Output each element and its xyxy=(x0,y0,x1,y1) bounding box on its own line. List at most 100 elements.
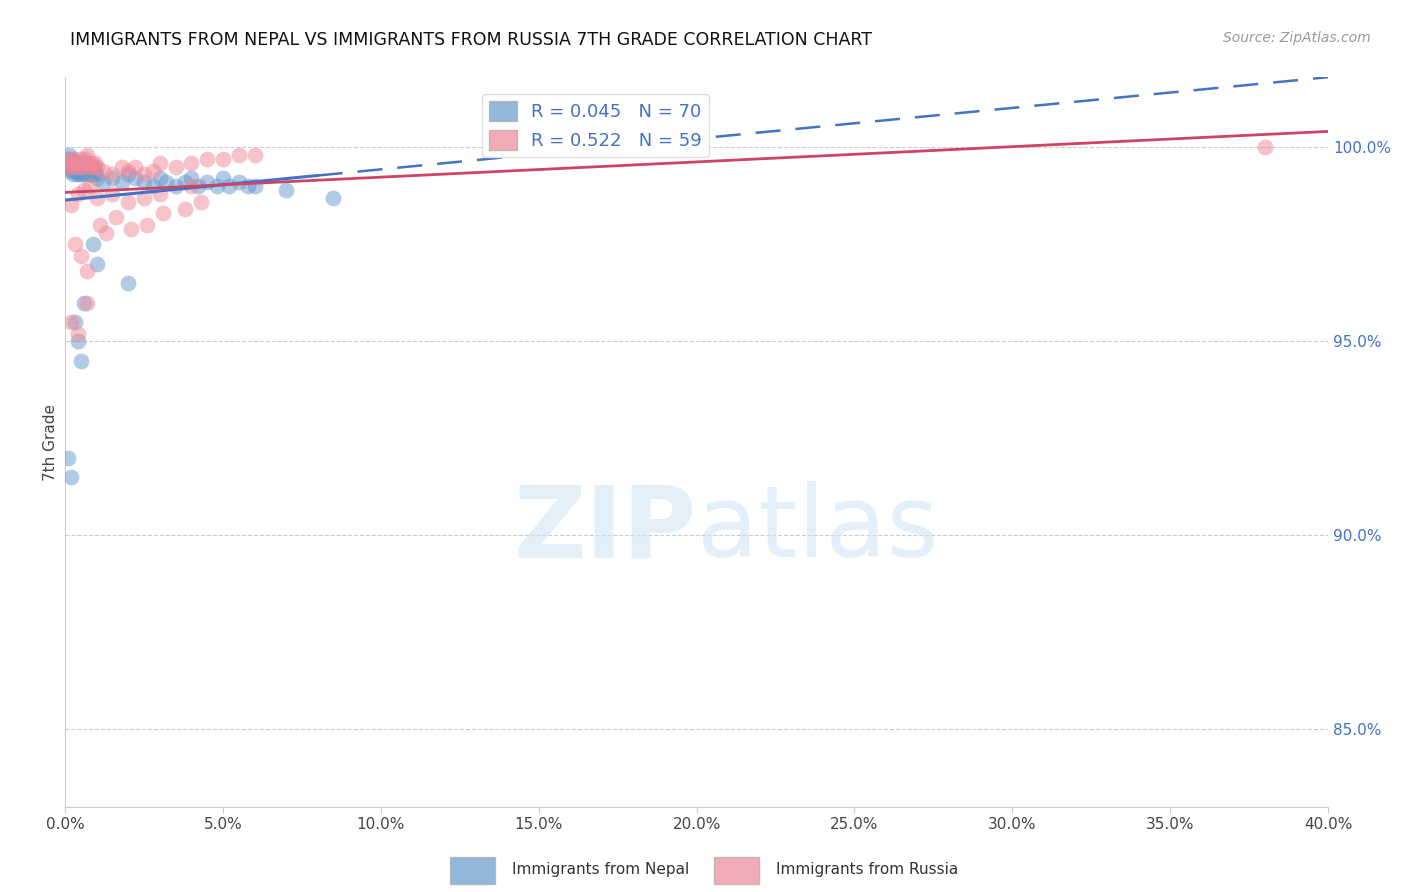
Point xyxy=(101,171,124,186)
Point xyxy=(72,160,94,174)
Point xyxy=(60,156,83,170)
Point xyxy=(67,156,90,170)
Point xyxy=(70,160,93,174)
Point xyxy=(84,163,107,178)
Point xyxy=(86,171,108,186)
Point xyxy=(55,160,77,174)
Y-axis label: 7th Grade: 7th Grade xyxy=(44,404,58,481)
Point xyxy=(212,152,235,166)
Point xyxy=(243,148,266,162)
Point xyxy=(228,175,250,189)
Point xyxy=(72,160,94,174)
Point xyxy=(76,148,98,162)
Point xyxy=(63,156,86,170)
Point xyxy=(66,168,89,182)
Point xyxy=(132,168,155,182)
Point xyxy=(77,156,100,170)
Legend: R = 0.045   N = 70, R = 0.522   N = 59: R = 0.045 N = 70, R = 0.522 N = 59 xyxy=(482,94,709,157)
Point xyxy=(82,163,104,178)
Point xyxy=(101,186,124,201)
Point xyxy=(86,191,108,205)
Point xyxy=(65,163,87,178)
Point xyxy=(132,175,155,189)
Point xyxy=(180,171,202,186)
Point xyxy=(101,168,124,182)
Point xyxy=(62,168,84,182)
Point xyxy=(58,160,80,174)
Point xyxy=(322,191,344,205)
Point xyxy=(120,221,142,235)
FancyBboxPatch shape xyxy=(714,857,759,884)
Point xyxy=(212,171,235,186)
Point xyxy=(62,160,84,174)
Point xyxy=(73,163,96,178)
Point xyxy=(190,194,212,209)
Text: Immigrants from Nepal: Immigrants from Nepal xyxy=(512,863,689,877)
Point xyxy=(80,168,103,182)
Point xyxy=(73,156,96,170)
Point xyxy=(79,160,101,174)
Point xyxy=(60,152,83,166)
Point xyxy=(63,160,86,174)
Point xyxy=(77,168,100,182)
Point xyxy=(76,156,98,170)
Point xyxy=(76,163,98,178)
Point xyxy=(55,156,77,170)
Point xyxy=(60,198,83,212)
Text: Immigrants from Russia: Immigrants from Russia xyxy=(776,863,959,877)
Point xyxy=(104,210,127,224)
Point xyxy=(63,163,86,178)
Point xyxy=(132,191,155,205)
Point xyxy=(149,156,172,170)
Point xyxy=(195,175,218,189)
Point xyxy=(70,249,93,263)
Point xyxy=(149,186,172,201)
Point xyxy=(124,171,146,186)
Point xyxy=(149,171,172,186)
Point xyxy=(91,163,114,178)
Point xyxy=(58,152,80,166)
Point xyxy=(94,226,117,240)
Point xyxy=(76,160,98,174)
Point xyxy=(174,175,197,189)
Point xyxy=(66,160,89,174)
Point xyxy=(79,163,101,178)
Point xyxy=(111,160,134,174)
Point xyxy=(60,156,83,170)
Point xyxy=(63,152,86,166)
Point xyxy=(117,194,139,209)
Text: ZIP: ZIP xyxy=(513,482,696,578)
Point xyxy=(58,148,80,162)
Point xyxy=(60,315,83,329)
Point xyxy=(124,160,146,174)
Point xyxy=(73,295,96,310)
Point xyxy=(73,183,96,197)
Point xyxy=(67,163,90,178)
Text: Source: ZipAtlas.com: Source: ZipAtlas.com xyxy=(1223,31,1371,45)
Point xyxy=(152,206,174,220)
Point xyxy=(69,168,91,182)
Point xyxy=(63,315,86,329)
Point xyxy=(65,156,87,170)
Point xyxy=(66,186,89,201)
Point xyxy=(142,163,165,178)
Point xyxy=(243,179,266,194)
Point xyxy=(59,163,82,178)
Point xyxy=(180,179,202,194)
Point xyxy=(274,183,297,197)
Point xyxy=(75,152,97,166)
Point xyxy=(84,156,107,170)
Point xyxy=(80,160,103,174)
Point xyxy=(66,334,89,349)
Point xyxy=(70,152,93,166)
Point xyxy=(63,237,86,252)
Point xyxy=(86,257,108,271)
Point xyxy=(58,450,80,465)
Point xyxy=(73,156,96,170)
Point xyxy=(117,168,139,182)
Text: atlas: atlas xyxy=(696,482,938,578)
Point xyxy=(180,156,202,170)
Point xyxy=(238,179,260,194)
Point xyxy=(66,326,89,341)
Point xyxy=(228,148,250,162)
